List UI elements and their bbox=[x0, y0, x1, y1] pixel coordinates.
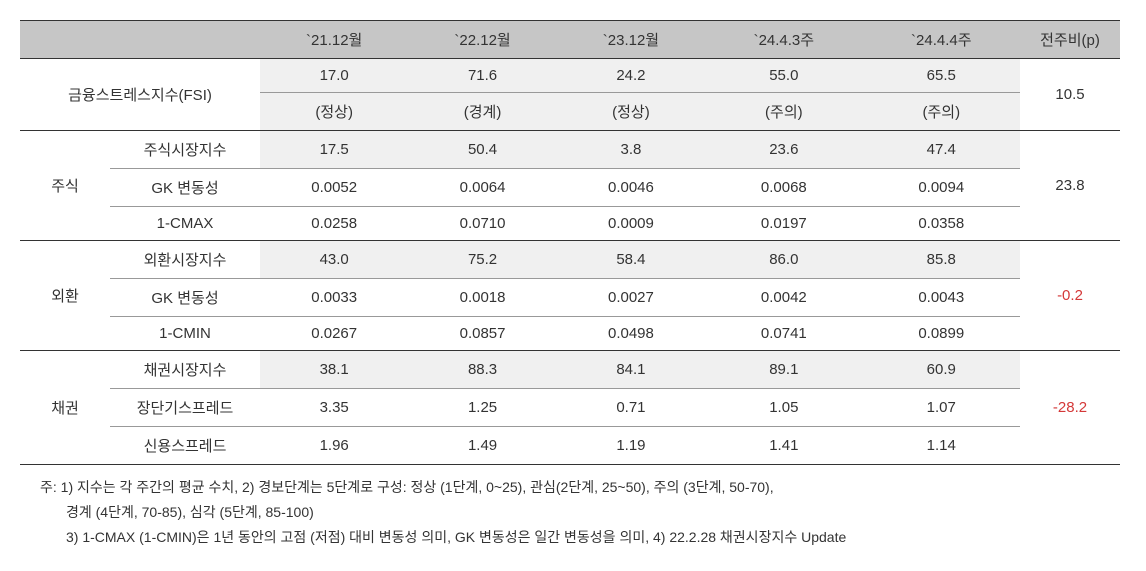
fsi-value: 71.6 bbox=[408, 59, 556, 93]
fsi-value: 17.0 bbox=[260, 59, 408, 93]
row-label: 신용스프레드 bbox=[110, 427, 260, 465]
table-row: 신용스프레드1.961.491.191.411.14 bbox=[20, 427, 1120, 465]
table-row: 1-CMIN0.02670.08570.04980.07410.0899 bbox=[20, 317, 1120, 351]
data-cell: 0.0052 bbox=[260, 169, 408, 207]
row-label: 채권시장지수 bbox=[110, 351, 260, 389]
header-col1: `21.12월 bbox=[260, 21, 408, 59]
data-cell: 85.8 bbox=[863, 241, 1020, 279]
data-cell: 1.41 bbox=[705, 427, 862, 465]
table-row: GK 변동성0.00330.00180.00270.00420.0043 bbox=[20, 279, 1120, 317]
row-label: 1-CMIN bbox=[110, 317, 260, 351]
data-cell: 3.35 bbox=[260, 389, 408, 427]
data-cell: 0.0094 bbox=[863, 169, 1020, 207]
data-cell: 58.4 bbox=[557, 241, 705, 279]
data-cell: 0.0358 bbox=[863, 207, 1020, 241]
row-label: GK 변동성 bbox=[110, 279, 260, 317]
row-label: GK 변동성 bbox=[110, 169, 260, 207]
data-cell: 0.0018 bbox=[408, 279, 556, 317]
fsi-status: (정상) bbox=[260, 93, 408, 131]
data-cell: 47.4 bbox=[863, 131, 1020, 169]
header-col2: `22.12월 bbox=[408, 21, 556, 59]
fsi-status: (주의) bbox=[705, 93, 862, 131]
data-cell: 0.0033 bbox=[260, 279, 408, 317]
row-label: 1-CMAX bbox=[110, 207, 260, 241]
group-delta: -0.2 bbox=[1020, 241, 1120, 351]
group-label: 주식 bbox=[20, 131, 110, 241]
table-row: 장단기스프레드3.351.250.711.051.07 bbox=[20, 389, 1120, 427]
footnote-line-1: 주: 1) 지수는 각 주간의 평균 수치, 2) 경보단계는 5단계로 구성:… bbox=[40, 475, 1100, 500]
data-cell: 0.0027 bbox=[557, 279, 705, 317]
header-delta: 전주비(p) bbox=[1020, 21, 1120, 59]
data-cell: 1.25 bbox=[408, 389, 556, 427]
data-cell: 0.0046 bbox=[557, 169, 705, 207]
data-cell: 23.6 bbox=[705, 131, 862, 169]
data-cell: 17.5 bbox=[260, 131, 408, 169]
fsi-label: 금융스트레스지수(FSI) bbox=[20, 59, 260, 131]
data-cell: 0.0068 bbox=[705, 169, 862, 207]
table-row: 채권채권시장지수38.188.384.189.160.9-28.2 bbox=[20, 351, 1120, 389]
group-delta: 23.8 bbox=[1020, 131, 1120, 241]
data-cell: 84.1 bbox=[557, 351, 705, 389]
fsi-delta: 10.5 bbox=[1020, 59, 1120, 131]
data-cell: 0.71 bbox=[557, 389, 705, 427]
data-cell: 0.0710 bbox=[408, 207, 556, 241]
fsi-status: (경계) bbox=[408, 93, 556, 131]
data-cell: 75.2 bbox=[408, 241, 556, 279]
data-cell: 88.3 bbox=[408, 351, 556, 389]
data-cell: 0.0064 bbox=[408, 169, 556, 207]
table-row: GK 변동성0.00520.00640.00460.00680.0094 bbox=[20, 169, 1120, 207]
data-cell: 1.05 bbox=[705, 389, 862, 427]
data-cell: 0.0197 bbox=[705, 207, 862, 241]
fsi-status: (정상) bbox=[557, 93, 705, 131]
data-cell: 0.0258 bbox=[260, 207, 408, 241]
table-row: 주식주식시장지수17.550.43.823.647.423.8 bbox=[20, 131, 1120, 169]
table-row: 외환외환시장지수43.075.258.486.085.8-0.2 bbox=[20, 241, 1120, 279]
footnote-line-3: 3) 1-CMAX (1-CMIN)은 1년 동안의 고점 (저점) 대비 변동… bbox=[40, 525, 1100, 550]
data-cell: 0.0009 bbox=[557, 207, 705, 241]
data-cell: 0.0857 bbox=[408, 317, 556, 351]
group-delta: -28.2 bbox=[1020, 351, 1120, 465]
data-cell: 50.4 bbox=[408, 131, 556, 169]
data-cell: 0.0899 bbox=[863, 317, 1020, 351]
header-col4: `24.4.3주 bbox=[705, 21, 862, 59]
fsi-value: 65.5 bbox=[863, 59, 1020, 93]
data-cell: 1.19 bbox=[557, 427, 705, 465]
footnote-line-2: 경계 (4단계, 70-85), 심각 (5단계, 85-100) bbox=[40, 500, 1100, 525]
financial-stress-table: `21.12월 `22.12월 `23.12월 `24.4.3주 `24.4.4… bbox=[20, 20, 1120, 465]
group-label: 외환 bbox=[20, 241, 110, 351]
data-cell: 60.9 bbox=[863, 351, 1020, 389]
data-cell: 86.0 bbox=[705, 241, 862, 279]
header-col5: `24.4.4주 bbox=[863, 21, 1020, 59]
data-cell: 1.07 bbox=[863, 389, 1020, 427]
data-cell: 0.0498 bbox=[557, 317, 705, 351]
fsi-value: 24.2 bbox=[557, 59, 705, 93]
table-row: 1-CMAX0.02580.07100.00090.01970.0358 bbox=[20, 207, 1120, 241]
data-cell: 1.96 bbox=[260, 427, 408, 465]
data-cell: 0.0741 bbox=[705, 317, 862, 351]
data-cell: 43.0 bbox=[260, 241, 408, 279]
header-col3: `23.12월 bbox=[557, 21, 705, 59]
row-label: 외환시장지수 bbox=[110, 241, 260, 279]
fsi-row-values: 금융스트레스지수(FSI)17.071.624.255.065.510.5 bbox=[20, 59, 1120, 93]
table-header-row: `21.12월 `22.12월 `23.12월 `24.4.3주 `24.4.4… bbox=[20, 21, 1120, 59]
fsi-status: (주의) bbox=[863, 93, 1020, 131]
data-cell: 0.0042 bbox=[705, 279, 862, 317]
data-cell: 0.0043 bbox=[863, 279, 1020, 317]
data-cell: 0.0267 bbox=[260, 317, 408, 351]
footnotes: 주: 1) 지수는 각 주간의 평균 수치, 2) 경보단계는 5단계로 구성:… bbox=[20, 465, 1120, 551]
data-cell: 1.49 bbox=[408, 427, 556, 465]
data-cell: 38.1 bbox=[260, 351, 408, 389]
row-label: 장단기스프레드 bbox=[110, 389, 260, 427]
row-label: 주식시장지수 bbox=[110, 131, 260, 169]
data-cell: 89.1 bbox=[705, 351, 862, 389]
header-blank bbox=[20, 21, 260, 59]
data-cell: 1.14 bbox=[863, 427, 1020, 465]
fsi-value: 55.0 bbox=[705, 59, 862, 93]
data-cell: 3.8 bbox=[557, 131, 705, 169]
group-label: 채권 bbox=[20, 351, 110, 465]
